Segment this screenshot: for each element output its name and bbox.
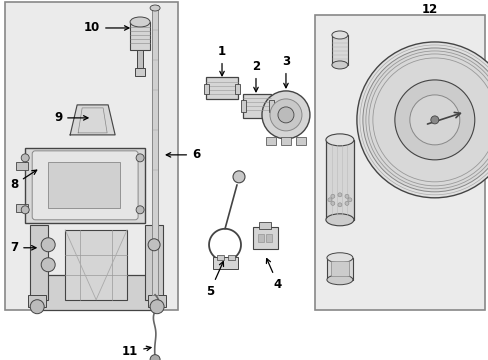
Circle shape [21, 206, 29, 214]
Ellipse shape [326, 253, 352, 263]
Circle shape [347, 198, 351, 202]
Bar [205, 77, 238, 99]
Circle shape [30, 300, 44, 314]
Text: 3: 3 [281, 55, 289, 88]
Circle shape [356, 42, 488, 198]
Bar [331, 35, 347, 65]
Bar [281, 137, 290, 145]
Ellipse shape [150, 5, 160, 11]
Circle shape [344, 201, 348, 205]
Bar [148, 295, 166, 307]
Ellipse shape [326, 275, 352, 285]
Circle shape [330, 194, 334, 198]
Circle shape [150, 300, 164, 314]
Circle shape [330, 201, 334, 205]
Circle shape [148, 239, 160, 251]
Circle shape [430, 116, 438, 124]
Bar [152, 5, 158, 295]
Circle shape [21, 154, 29, 162]
Bar [30, 225, 48, 300]
Bar [5, 2, 178, 310]
Ellipse shape [130, 17, 150, 27]
Bar [241, 100, 245, 112]
Circle shape [262, 91, 309, 139]
Bar [258, 234, 264, 242]
Text: 4: 4 [266, 258, 282, 291]
Text: 1: 1 [218, 45, 225, 76]
Text: 9: 9 [54, 111, 88, 125]
Bar [330, 261, 348, 276]
Text: 5: 5 [205, 262, 223, 298]
Bar [145, 225, 163, 300]
Bar [213, 257, 238, 269]
Circle shape [362, 48, 488, 192]
Bar [48, 162, 120, 208]
Circle shape [233, 171, 244, 183]
Circle shape [269, 99, 301, 131]
Bar [325, 140, 353, 220]
Bar [235, 84, 240, 94]
Circle shape [337, 203, 341, 207]
Circle shape [337, 193, 341, 197]
Text: 8: 8 [10, 170, 37, 191]
Circle shape [327, 198, 331, 202]
Bar [135, 68, 145, 76]
Circle shape [41, 258, 55, 272]
Text: 10: 10 [84, 22, 129, 35]
Bar [227, 255, 235, 260]
Text: 2: 2 [251, 60, 260, 92]
Circle shape [409, 95, 459, 145]
Circle shape [136, 206, 144, 214]
Bar [314, 15, 484, 310]
Bar [16, 204, 28, 212]
Circle shape [344, 194, 348, 198]
Text: 11: 11 [122, 345, 151, 358]
Text: 6: 6 [166, 148, 200, 161]
Bar [265, 234, 271, 242]
Circle shape [41, 238, 55, 252]
Polygon shape [70, 105, 115, 135]
Ellipse shape [331, 31, 347, 39]
Bar [217, 255, 224, 260]
Bar [65, 230, 127, 300]
Bar [265, 137, 275, 145]
Circle shape [136, 154, 144, 162]
Ellipse shape [331, 61, 347, 69]
Bar [295, 137, 305, 145]
Bar [137, 50, 143, 68]
Bar [203, 84, 208, 94]
Bar [268, 100, 273, 112]
Bar [16, 162, 28, 170]
Ellipse shape [325, 214, 353, 226]
Bar [130, 22, 150, 50]
Bar [35, 275, 160, 310]
Ellipse shape [325, 134, 353, 146]
Bar [252, 227, 277, 249]
Circle shape [394, 80, 474, 160]
Text: 12: 12 [421, 4, 437, 17]
Text: 7: 7 [10, 241, 36, 254]
Bar [259, 222, 270, 229]
Bar [326, 258, 352, 280]
Bar [25, 148, 145, 223]
Circle shape [150, 355, 160, 360]
Bar [243, 94, 270, 118]
FancyBboxPatch shape [32, 151, 138, 220]
Bar [28, 295, 46, 307]
Circle shape [277, 107, 293, 123]
